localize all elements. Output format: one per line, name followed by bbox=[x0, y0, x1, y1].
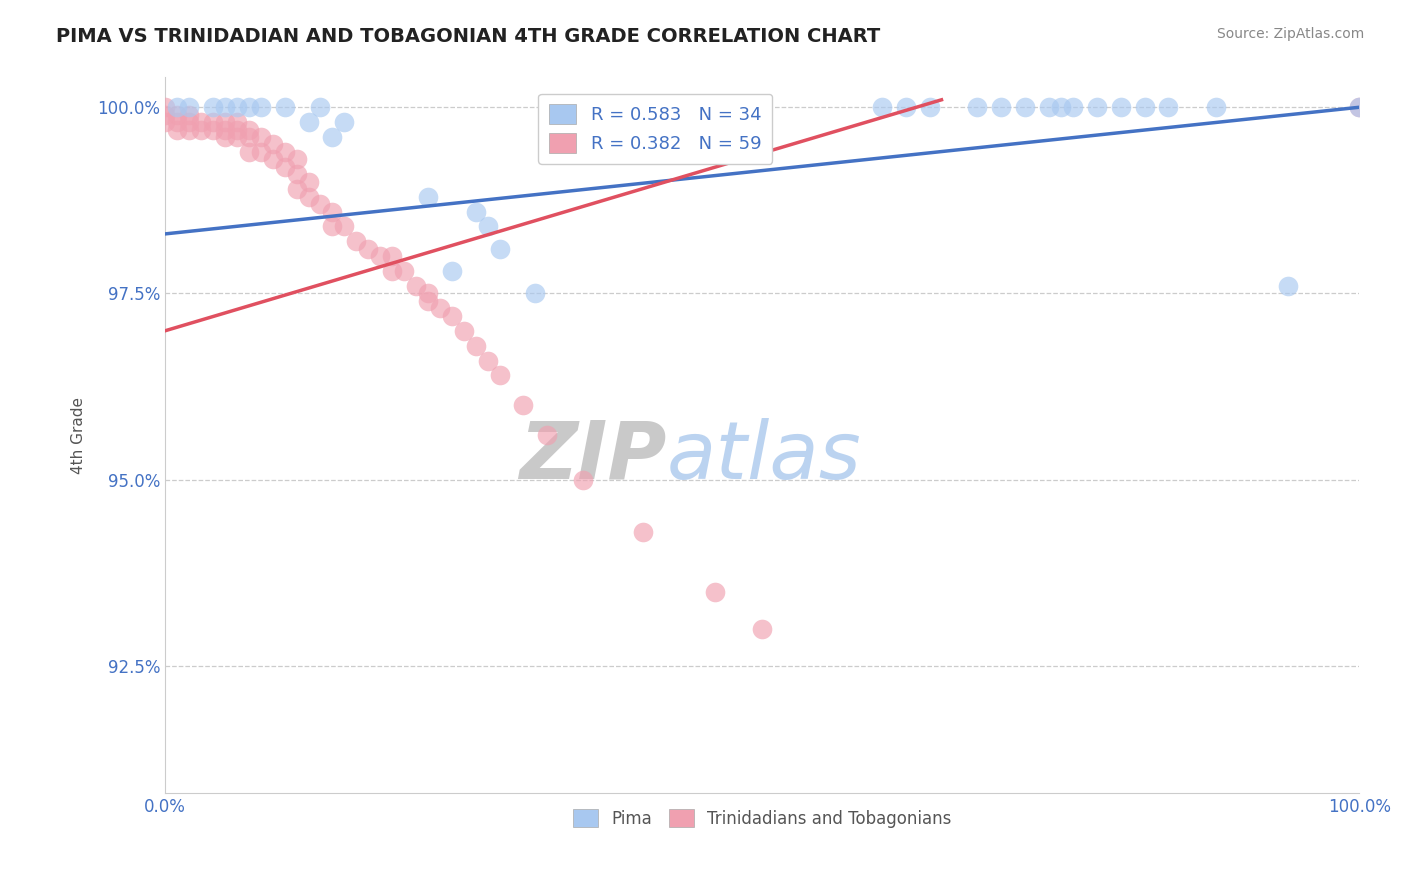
Legend: Pima, Trinidadians and Tobagonians: Pima, Trinidadians and Tobagonians bbox=[567, 803, 959, 834]
Point bbox=[297, 189, 319, 203]
Point bbox=[1277, 279, 1299, 293]
Point bbox=[381, 249, 404, 263]
Point bbox=[1348, 100, 1371, 114]
Point bbox=[238, 122, 260, 136]
Point bbox=[262, 153, 284, 167]
Point bbox=[440, 264, 463, 278]
Point bbox=[166, 115, 188, 129]
Point bbox=[309, 100, 332, 114]
Point bbox=[285, 167, 308, 181]
Point bbox=[225, 100, 247, 114]
Point bbox=[214, 122, 236, 136]
Point bbox=[201, 115, 224, 129]
Point bbox=[416, 293, 439, 308]
Point bbox=[572, 473, 595, 487]
Point bbox=[631, 524, 654, 539]
Point bbox=[1109, 100, 1132, 114]
Point bbox=[201, 100, 224, 114]
Point bbox=[177, 100, 200, 114]
Point bbox=[990, 100, 1012, 114]
Point bbox=[238, 100, 260, 114]
Point bbox=[333, 219, 356, 234]
Point bbox=[249, 100, 271, 114]
Point bbox=[512, 398, 534, 412]
Point bbox=[214, 100, 236, 114]
Point bbox=[225, 122, 247, 136]
Point bbox=[214, 130, 236, 145]
Point bbox=[166, 122, 188, 136]
Point bbox=[894, 100, 917, 114]
Point bbox=[155, 100, 177, 114]
Point bbox=[368, 249, 391, 263]
Point bbox=[262, 137, 284, 152]
Point bbox=[703, 584, 725, 599]
Point bbox=[214, 115, 236, 129]
Point bbox=[1014, 100, 1036, 114]
Point bbox=[1038, 100, 1060, 114]
Point bbox=[273, 160, 295, 174]
Point bbox=[321, 130, 343, 145]
Point bbox=[155, 115, 177, 129]
Point bbox=[488, 242, 510, 256]
Point bbox=[536, 428, 558, 442]
Point bbox=[177, 108, 200, 122]
Point bbox=[273, 100, 295, 114]
Point bbox=[225, 115, 247, 129]
Point bbox=[249, 130, 271, 145]
Point bbox=[1085, 100, 1108, 114]
Point bbox=[966, 100, 988, 114]
Point bbox=[477, 353, 499, 368]
Point bbox=[1050, 100, 1073, 114]
Point bbox=[225, 130, 247, 145]
Point bbox=[1205, 100, 1227, 114]
Point bbox=[464, 338, 486, 352]
Point bbox=[477, 219, 499, 234]
Point bbox=[201, 122, 224, 136]
Point bbox=[357, 242, 380, 256]
Point bbox=[333, 115, 356, 129]
Point bbox=[249, 145, 271, 159]
Point bbox=[429, 301, 451, 316]
Point bbox=[238, 130, 260, 145]
Text: Source: ZipAtlas.com: Source: ZipAtlas.com bbox=[1216, 27, 1364, 41]
Point bbox=[1157, 100, 1180, 114]
Point bbox=[238, 145, 260, 159]
Text: ZIP: ZIP bbox=[519, 417, 666, 495]
Text: PIMA VS TRINIDADIAN AND TOBAGONIAN 4TH GRADE CORRELATION CHART: PIMA VS TRINIDADIAN AND TOBAGONIAN 4TH G… bbox=[56, 27, 880, 45]
Point bbox=[416, 286, 439, 301]
Point bbox=[751, 622, 773, 636]
Point bbox=[1348, 100, 1371, 114]
Point bbox=[190, 122, 212, 136]
Point bbox=[297, 175, 319, 189]
Point bbox=[155, 108, 177, 122]
Point bbox=[381, 264, 404, 278]
Point bbox=[309, 197, 332, 211]
Point bbox=[344, 235, 367, 249]
Point bbox=[464, 204, 486, 219]
Point bbox=[190, 115, 212, 129]
Text: atlas: atlas bbox=[666, 417, 862, 495]
Point bbox=[177, 115, 200, 129]
Point bbox=[297, 115, 319, 129]
Point bbox=[273, 145, 295, 159]
Point bbox=[488, 368, 510, 383]
Point bbox=[440, 309, 463, 323]
Y-axis label: 4th Grade: 4th Grade bbox=[72, 397, 86, 474]
Point bbox=[870, 100, 893, 114]
Point bbox=[392, 264, 415, 278]
Point bbox=[524, 286, 547, 301]
Point bbox=[166, 108, 188, 122]
Point bbox=[166, 100, 188, 114]
Point bbox=[918, 100, 941, 114]
Point bbox=[405, 279, 427, 293]
Point bbox=[285, 182, 308, 196]
Point bbox=[285, 153, 308, 167]
Point bbox=[321, 204, 343, 219]
Point bbox=[321, 219, 343, 234]
Point bbox=[1133, 100, 1156, 114]
Point bbox=[1062, 100, 1084, 114]
Point bbox=[177, 122, 200, 136]
Point bbox=[453, 324, 475, 338]
Point bbox=[416, 189, 439, 203]
